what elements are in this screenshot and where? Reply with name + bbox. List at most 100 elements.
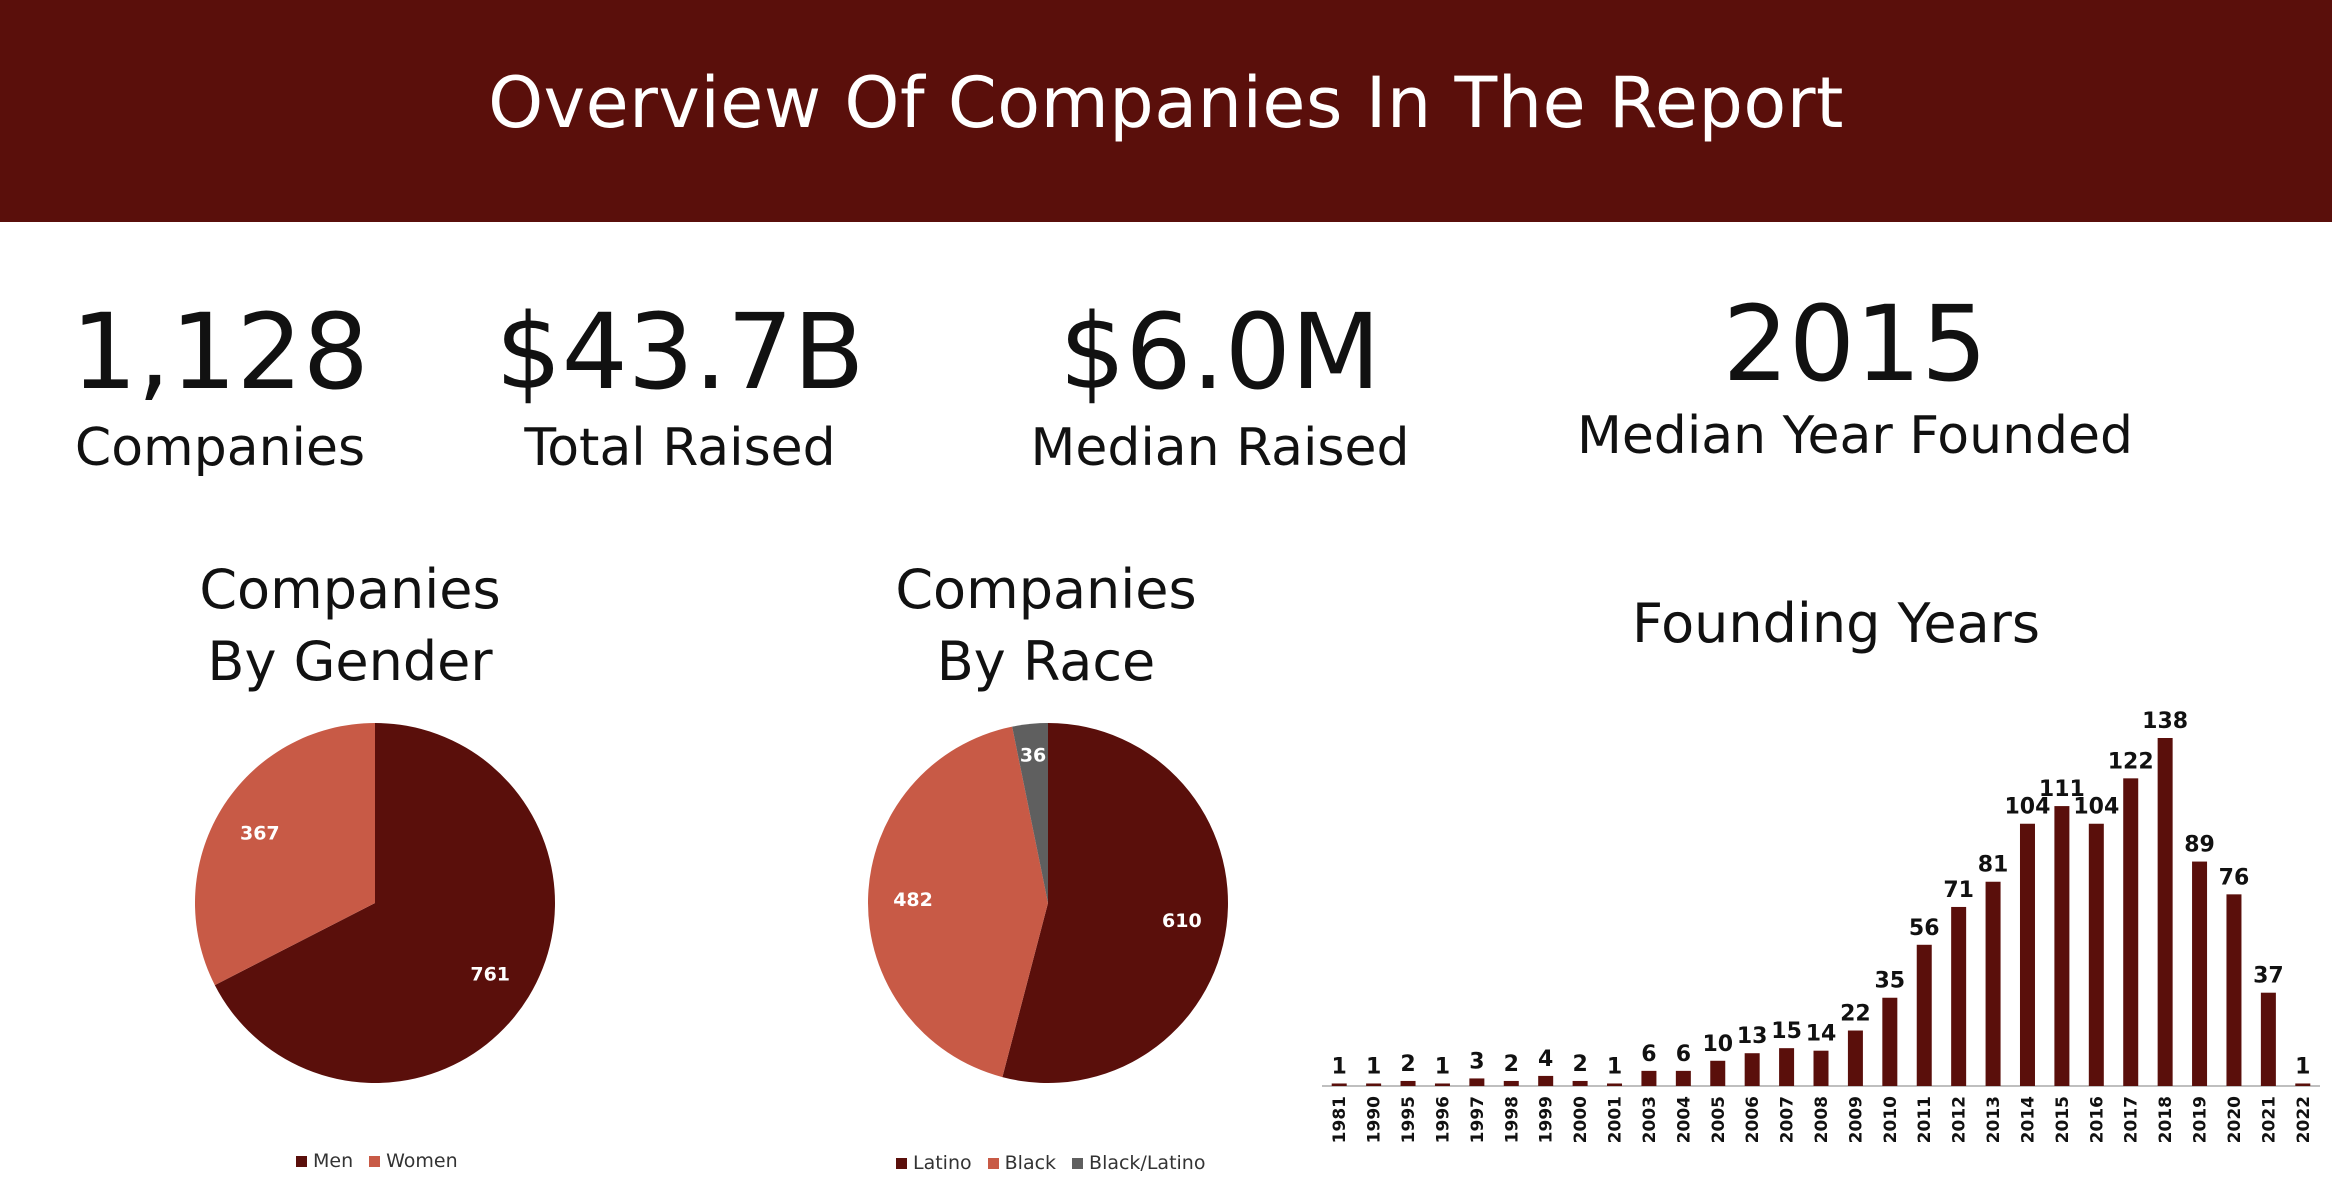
bar-2012 bbox=[1951, 906, 1967, 1086]
bar-2013 bbox=[1985, 881, 2001, 1086]
bar-2022 bbox=[2295, 1083, 2311, 1086]
bar-2007 bbox=[1779, 1048, 1795, 1086]
bar-data-label-1981: 1 bbox=[1332, 1054, 1347, 1079]
race-slice-black-latino bbox=[1012, 723, 1048, 903]
bar-data-label-2007: 15 bbox=[1771, 1019, 1802, 1044]
bar-data-label-2005: 10 bbox=[1702, 1032, 1733, 1057]
bar-1998 bbox=[1503, 1080, 1519, 1086]
bar-data-label-2020: 76 bbox=[2219, 865, 2250, 890]
bar-2021 bbox=[2260, 992, 2276, 1086]
bar-data-label-2019: 89 bbox=[2184, 833, 2215, 858]
x-tick-label-1998: 1998 bbox=[1502, 1096, 1522, 1143]
legend-item-black: Black bbox=[987, 1152, 1056, 1174]
stat-label: Total Raised bbox=[524, 418, 836, 478]
bar-1990 bbox=[1366, 1083, 1382, 1086]
bar-data-label-1996: 1 bbox=[1435, 1054, 1450, 1079]
race-slice-latino bbox=[1002, 722, 1229, 1084]
gender-slice-label-women: 367 bbox=[240, 823, 280, 845]
gender-title-line-2: By Gender bbox=[207, 630, 493, 693]
bar-2003 bbox=[1641, 1070, 1657, 1086]
race-legend: Latino Black Black/Latino bbox=[896, 1152, 1205, 1174]
bar-2004 bbox=[1675, 1070, 1691, 1086]
race-title-line-1: Companies bbox=[895, 558, 1197, 621]
bar-2000 bbox=[1572, 1080, 1588, 1086]
race-title-line-2: By Race bbox=[936, 630, 1156, 693]
x-tick-label-2022: 2022 bbox=[2294, 1096, 2314, 1143]
stat-value: $6.0M bbox=[1059, 291, 1381, 413]
legend-swatch-women bbox=[369, 1155, 381, 1167]
race-chart-title: Companies By Race bbox=[846, 554, 1246, 698]
legend-label-women: Women bbox=[386, 1150, 458, 1172]
x-tick-label-2021: 2021 bbox=[2259, 1096, 2279, 1143]
bar-2001 bbox=[1607, 1083, 1623, 1086]
x-tick-label-1997: 1997 bbox=[1468, 1096, 1488, 1143]
page-title: Overview Of Companies In The Report bbox=[488, 62, 1844, 144]
legend-item-women: Women bbox=[369, 1150, 458, 1172]
x-tick-label-2006: 2006 bbox=[1743, 1096, 1763, 1143]
bar-2014 bbox=[2019, 823, 2035, 1086]
bar-2009 bbox=[1847, 1030, 1863, 1086]
legend-item-latino: Latino bbox=[896, 1152, 972, 1174]
gender-title-line-1: Companies bbox=[199, 558, 501, 621]
bar-data-label-2016: 104 bbox=[2073, 795, 2119, 820]
gender-slice-men bbox=[214, 723, 555, 1083]
legend-swatch-men bbox=[296, 1155, 307, 1167]
legend-label-men: Men bbox=[313, 1150, 354, 1172]
legend-label-latino: Latino bbox=[913, 1152, 972, 1174]
bar-2006 bbox=[1744, 1053, 1760, 1086]
x-tick-label-2018: 2018 bbox=[2156, 1096, 2176, 1143]
legend-item-black-latino: Black/Latino bbox=[1072, 1152, 1205, 1174]
stat-label: Median Raised bbox=[1030, 418, 1410, 478]
bar-2019 bbox=[2192, 861, 2208, 1086]
stat-value: 1,128 bbox=[71, 291, 369, 413]
x-tick-label-1990: 1990 bbox=[1365, 1096, 1385, 1143]
x-tick-label-2019: 2019 bbox=[2191, 1096, 2211, 1143]
bar-data-label-2003: 6 bbox=[1641, 1042, 1656, 1067]
race-slice-label-black: 482 bbox=[893, 889, 933, 911]
x-tick-label-1995: 1995 bbox=[1399, 1096, 1419, 1143]
x-tick-label-2015: 2015 bbox=[2053, 1096, 2073, 1143]
bar-data-label-2018: 138 bbox=[2142, 709, 2188, 734]
bar-data-label-2009: 22 bbox=[1840, 1002, 1871, 1027]
bar-2008 bbox=[1813, 1050, 1829, 1086]
x-tick-label-2001: 2001 bbox=[1606, 1096, 1626, 1143]
legend-swatch-black-latino bbox=[1072, 1157, 1084, 1169]
gender-slice-women bbox=[194, 723, 375, 986]
bar-data-label-2017: 122 bbox=[2108, 749, 2154, 774]
bar-data-label-1990: 1 bbox=[1366, 1054, 1381, 1079]
stat-median-year-founded: 2015 Median Year Founded bbox=[1520, 292, 2190, 462]
bar-2005 bbox=[1710, 1060, 1726, 1086]
stat-label: Median Year Founded bbox=[1576, 406, 2134, 466]
bar-2015 bbox=[2054, 806, 2070, 1086]
bar-data-label-2008: 14 bbox=[1806, 1022, 1837, 1047]
stat-total-raised: $43.7B Total Raised bbox=[440, 300, 920, 474]
bar-data-label-2022: 1 bbox=[2295, 1054, 2310, 1079]
bar-data-label-1999: 4 bbox=[1538, 1047, 1553, 1072]
x-tick-label-2000: 2000 bbox=[1571, 1096, 1591, 1143]
legend-item-men: Men bbox=[296, 1150, 353, 1172]
bar-1996 bbox=[1434, 1083, 1450, 1086]
bar-data-label-2001: 1 bbox=[1607, 1054, 1622, 1079]
bar-data-label-2012: 71 bbox=[1943, 878, 1974, 903]
stat-label: Companies bbox=[74, 418, 366, 478]
x-tick-label-1996: 1996 bbox=[1433, 1096, 1453, 1143]
header-banner: Overview Of Companies In The Report bbox=[0, 0, 2332, 222]
legend-swatch-black bbox=[987, 1157, 999, 1169]
bar-data-label-2013: 81 bbox=[1978, 853, 2009, 878]
x-tick-label-2005: 2005 bbox=[1709, 1096, 1729, 1143]
bar-data-label-2021: 37 bbox=[2253, 964, 2284, 989]
legend-swatch-latino bbox=[896, 1157, 907, 1169]
bar-data-label-2010: 35 bbox=[1875, 969, 1906, 994]
x-tick-label-1981: 1981 bbox=[1330, 1096, 1350, 1143]
stat-companies: 1,128 Companies bbox=[20, 300, 420, 474]
x-tick-label-2008: 2008 bbox=[1812, 1096, 1832, 1143]
stat-value: $43.7B bbox=[495, 291, 865, 413]
bar-1981 bbox=[1331, 1083, 1347, 1086]
bar-2011 bbox=[1916, 944, 1932, 1086]
bar-data-label-2014: 104 bbox=[2005, 795, 2051, 820]
race-slice-label-black-latino: 36 bbox=[1020, 744, 1046, 766]
x-tick-label-2012: 2012 bbox=[1950, 1096, 1970, 1143]
x-tick-label-2014: 2014 bbox=[2018, 1096, 2038, 1143]
x-tick-label-1999: 1999 bbox=[1537, 1096, 1557, 1143]
